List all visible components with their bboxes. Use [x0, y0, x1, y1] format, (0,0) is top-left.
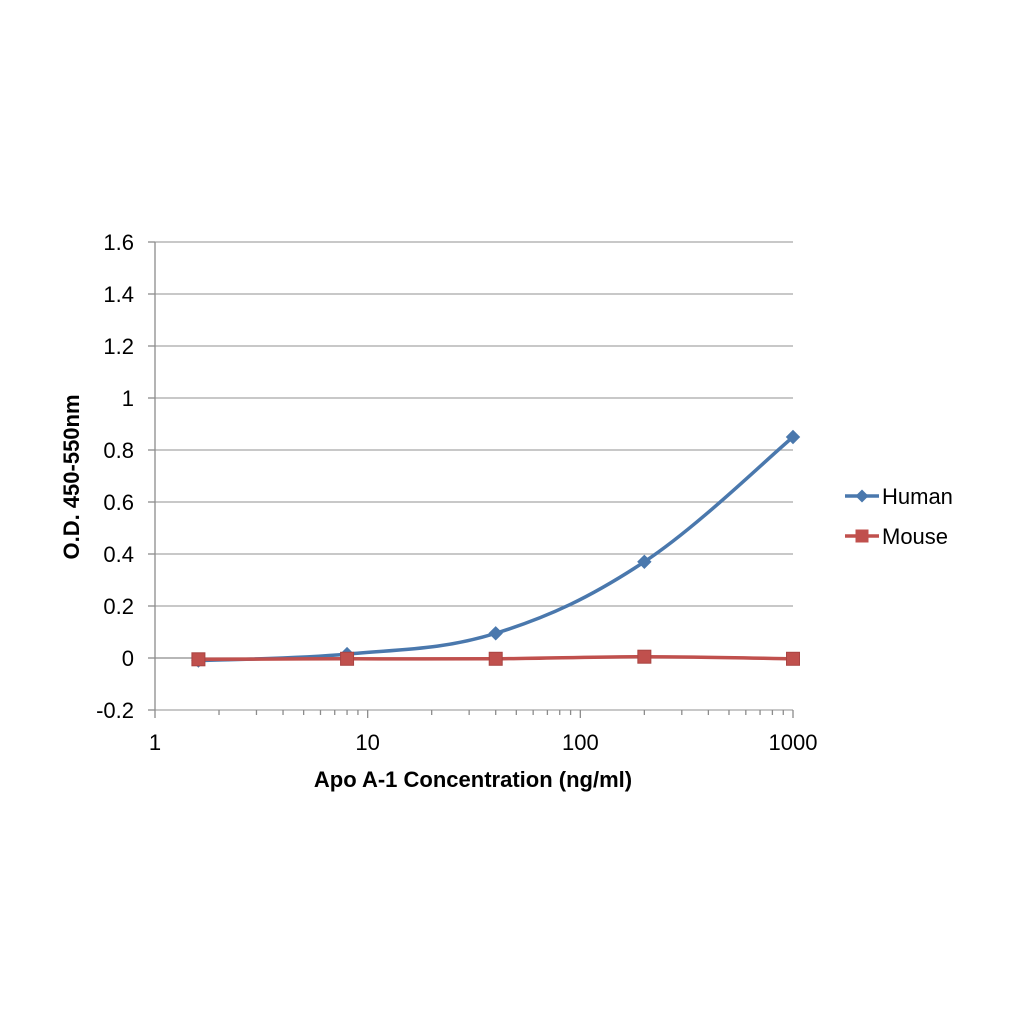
y-tick-label: 1.4 — [103, 282, 134, 307]
data-point-human — [488, 626, 503, 641]
y-tick-label: 1.2 — [103, 334, 134, 359]
legend-marker — [855, 489, 869, 503]
x-axis-title: Apo A-1 Concentration (ng/ml) — [314, 767, 632, 792]
data-point-mouse — [637, 649, 652, 664]
data-point-mouse — [488, 651, 503, 666]
y-tick-label: 1 — [122, 386, 134, 411]
axes — [148, 241, 794, 718]
legend-item-mouse: Mouse — [845, 524, 948, 549]
data-point-mouse — [340, 651, 355, 666]
y-tick-label: 0.6 — [103, 490, 134, 515]
x-tick-label: 1 — [149, 730, 161, 755]
legend-label: Human — [882, 484, 953, 509]
data-point-mouse — [191, 652, 206, 667]
legend-item-human: Human — [845, 484, 953, 509]
data-point-mouse — [786, 651, 800, 666]
legend: Human Mouse — [845, 484, 953, 549]
legend-marker — [855, 529, 869, 543]
gridlines — [155, 241, 793, 711]
y-axis-title: O.D. 450-550nm — [59, 394, 84, 559]
y-tick-label: 1.6 — [103, 230, 134, 255]
y-tick-label: -0.2 — [96, 698, 134, 723]
series-human — [191, 429, 801, 668]
data-point-human — [637, 554, 652, 570]
x-tick-label: 10 — [355, 730, 379, 755]
data-point-human — [785, 429, 801, 445]
y-tick-label: 0 — [122, 646, 134, 671]
y-tick-label: 0.8 — [103, 438, 134, 463]
y-tick-label: 0.4 — [103, 542, 134, 567]
y-tick-label: 0.2 — [103, 594, 134, 619]
legend-label: Mouse — [882, 524, 948, 549]
x-tick-label: 100 — [562, 730, 599, 755]
series-mouse — [191, 649, 800, 667]
tick-labels: -0.2 0 0.2 0.4 0.6 0.8 1 1.2 1.4 1.6 1 10 100 1000 — [96, 230, 817, 755]
x-tick-label: 1000 — [769, 730, 818, 755]
data-series — [191, 429, 801, 668]
